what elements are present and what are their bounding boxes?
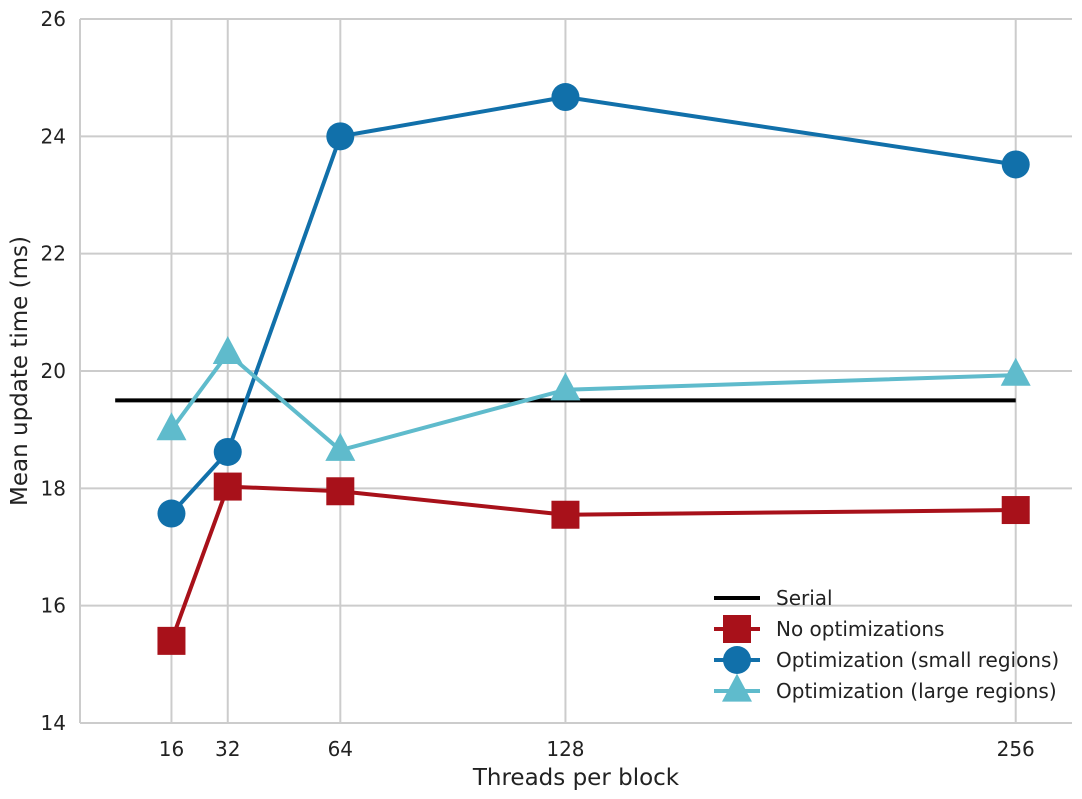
y-tick-label: 20: [41, 359, 66, 383]
data-point: [326, 477, 355, 506]
series-line: [169, 95, 1017, 515]
y-tick-label: 22: [41, 242, 66, 266]
data-point: [213, 472, 242, 501]
y-axis-ticks: 14 16 18 20 22 24 26: [41, 7, 66, 735]
series-optimization-large-regions: [156, 336, 1031, 461]
y-tick-label: 14: [41, 711, 66, 735]
data-point: [1000, 357, 1031, 386]
plot-frame: [79, 19, 1072, 724]
data-point: [1001, 496, 1030, 525]
y-tick-label: 16: [41, 594, 66, 618]
x-tick-label: 16: [159, 737, 184, 761]
data-point: [212, 336, 243, 365]
x-tick-label: 256: [997, 737, 1035, 761]
data-point: [326, 122, 355, 151]
legend-label: Optimization (large regions): [776, 679, 1057, 703]
y-tick-label: 26: [41, 7, 66, 31]
series-group: [115, 83, 1031, 655]
data-point: [156, 412, 187, 441]
data-point: [550, 372, 581, 401]
y-tick-label: 24: [41, 124, 66, 148]
data-point: [157, 626, 186, 655]
data-point: [551, 500, 580, 529]
legend-item: Optimization (small regions): [714, 646, 1059, 674]
data-point: [213, 437, 242, 466]
x-axis-label: Threads per block: [472, 765, 680, 791]
legend-swatch-marker: [723, 615, 751, 643]
legend-swatch-marker: [723, 646, 751, 674]
x-tick-label: 64: [328, 737, 353, 761]
data-point: [157, 499, 186, 528]
x-tick-label: 32: [215, 737, 240, 761]
data-point: [1001, 150, 1030, 179]
data-point: [551, 83, 580, 112]
legend-item: Optimization (large regions): [714, 673, 1057, 703]
legend: Serial No optimizations Optimization (smal…: [714, 586, 1059, 703]
legend-item: Serial: [714, 586, 833, 610]
data-point: [325, 432, 356, 461]
legend-label: Optimization (small regions): [776, 648, 1059, 672]
x-axis-ticks: 16 32 64 128 256: [159, 737, 1035, 761]
y-axis-label: Mean update time (ms): [7, 236, 33, 506]
series-no-optimizations: [157, 472, 1030, 655]
legend-item: No optimizations: [714, 615, 944, 643]
legend-swatch-marker: [722, 673, 752, 702]
legend-label: Serial: [776, 586, 833, 610]
y-tick-label: 18: [41, 476, 66, 500]
series-optimization-small-regions: [157, 83, 1030, 528]
legend-label: No optimizations: [776, 617, 944, 641]
x-tick-label: 128: [546, 737, 584, 761]
